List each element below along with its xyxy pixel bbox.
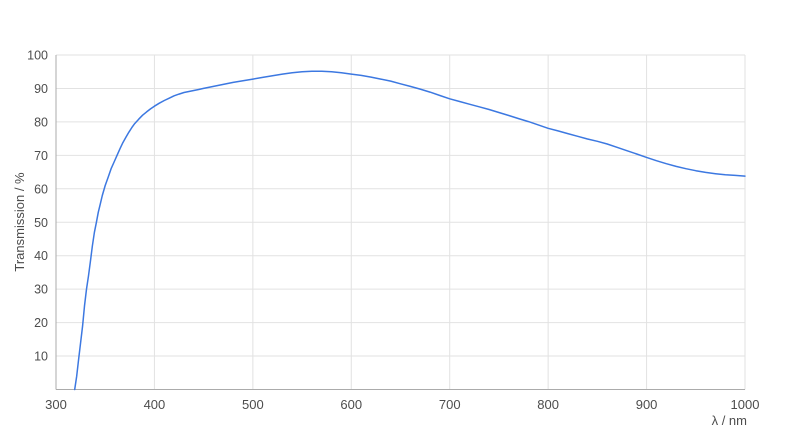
y-tick-label: 40	[34, 249, 48, 263]
x-tick-label: 400	[144, 397, 166, 412]
x-tick-label: 800	[537, 397, 559, 412]
transmission-curve	[73, 70, 746, 391]
y-tick-label: 20	[34, 316, 48, 330]
y-tick-label: 90	[34, 82, 48, 96]
y-axis-tick-labels: 10 20 30 40 50 60 70 80 90 100	[27, 49, 48, 364]
y-tick-label: 80	[34, 115, 48, 129]
x-tick-label: 700	[439, 397, 461, 412]
x-axis-tick-labels: 300 400 500 600 700 800 900 1000	[45, 397, 759, 412]
x-tick-label: 500	[242, 397, 264, 412]
x-tick-label: 300	[45, 397, 67, 412]
x-tick-label: 1000	[731, 397, 760, 412]
gridlines	[56, 54, 746, 390]
y-tick-label: 70	[34, 149, 48, 163]
x-axis-title: λ / nm	[712, 413, 747, 428]
y-tick-label: 100	[27, 49, 48, 63]
y-axis-title: Transmission / %	[12, 172, 27, 272]
x-tick-label: 900	[636, 397, 658, 412]
y-tick-label: 60	[34, 182, 48, 196]
y-tick-label: 10	[34, 350, 48, 364]
x-tick-label: 600	[340, 397, 362, 412]
y-tick-label: 50	[34, 216, 48, 230]
axis-lines	[55, 55, 745, 390]
y-tick-label: 30	[34, 283, 48, 297]
